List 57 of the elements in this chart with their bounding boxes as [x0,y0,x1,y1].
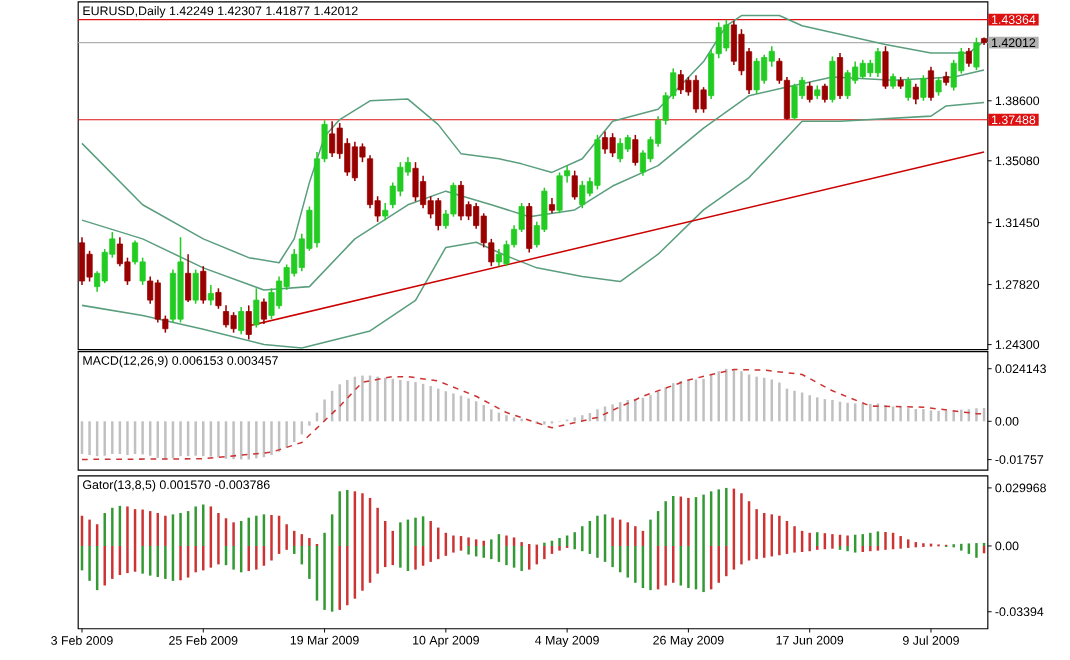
candlestick [154,279,161,324]
candlestick [185,253,192,304]
candlestick [420,175,427,210]
candlestick [761,54,768,85]
candlestick [973,37,980,72]
candlestick [200,265,207,305]
candlestick [617,137,624,164]
candlestick [912,83,919,106]
candlestick [859,59,866,80]
candlestick [238,306,245,336]
candlestick [526,202,533,254]
candlestick [829,56,836,104]
candlestick [169,269,176,324]
candlestick [329,120,336,159]
candlestick [791,83,798,121]
candlestick [730,20,737,67]
candlestick [874,47,881,79]
candlestick [207,284,214,307]
candlestick [965,47,972,68]
candlestick [700,86,707,114]
candlestick [594,134,601,191]
line-series [81,15,985,264]
candlestick [556,171,563,215]
candlestick [260,298,267,326]
candlestick [253,287,260,329]
candlestick [367,154,374,210]
candlestick [692,74,700,114]
line-series [81,369,985,461]
candlestick [457,180,465,222]
candlestick [230,311,237,334]
candlestick [920,74,927,102]
candlestick [78,236,86,287]
candlestick [927,66,935,102]
candlestick [579,180,586,210]
candlestick [753,57,760,96]
candlestick [609,132,616,159]
candlestick [351,141,358,183]
candlestick [412,161,419,203]
candlestick [821,83,828,104]
candlestick [950,59,957,92]
candlestick [192,269,199,305]
candlestick [86,250,93,283]
candlestick [844,69,851,101]
candlestick [571,170,578,201]
candlestick [836,52,844,101]
candlestick [435,197,442,232]
candlestick [905,76,912,102]
candlestick [632,134,639,167]
candlestick [935,76,942,97]
candlestick [806,81,813,104]
candlestick [276,275,283,310]
candlestick [677,69,684,96]
candlestick [245,304,252,341]
candlestick [601,131,609,155]
candlestick [723,19,730,53]
candlestick [882,45,889,90]
line-series [81,102,985,350]
